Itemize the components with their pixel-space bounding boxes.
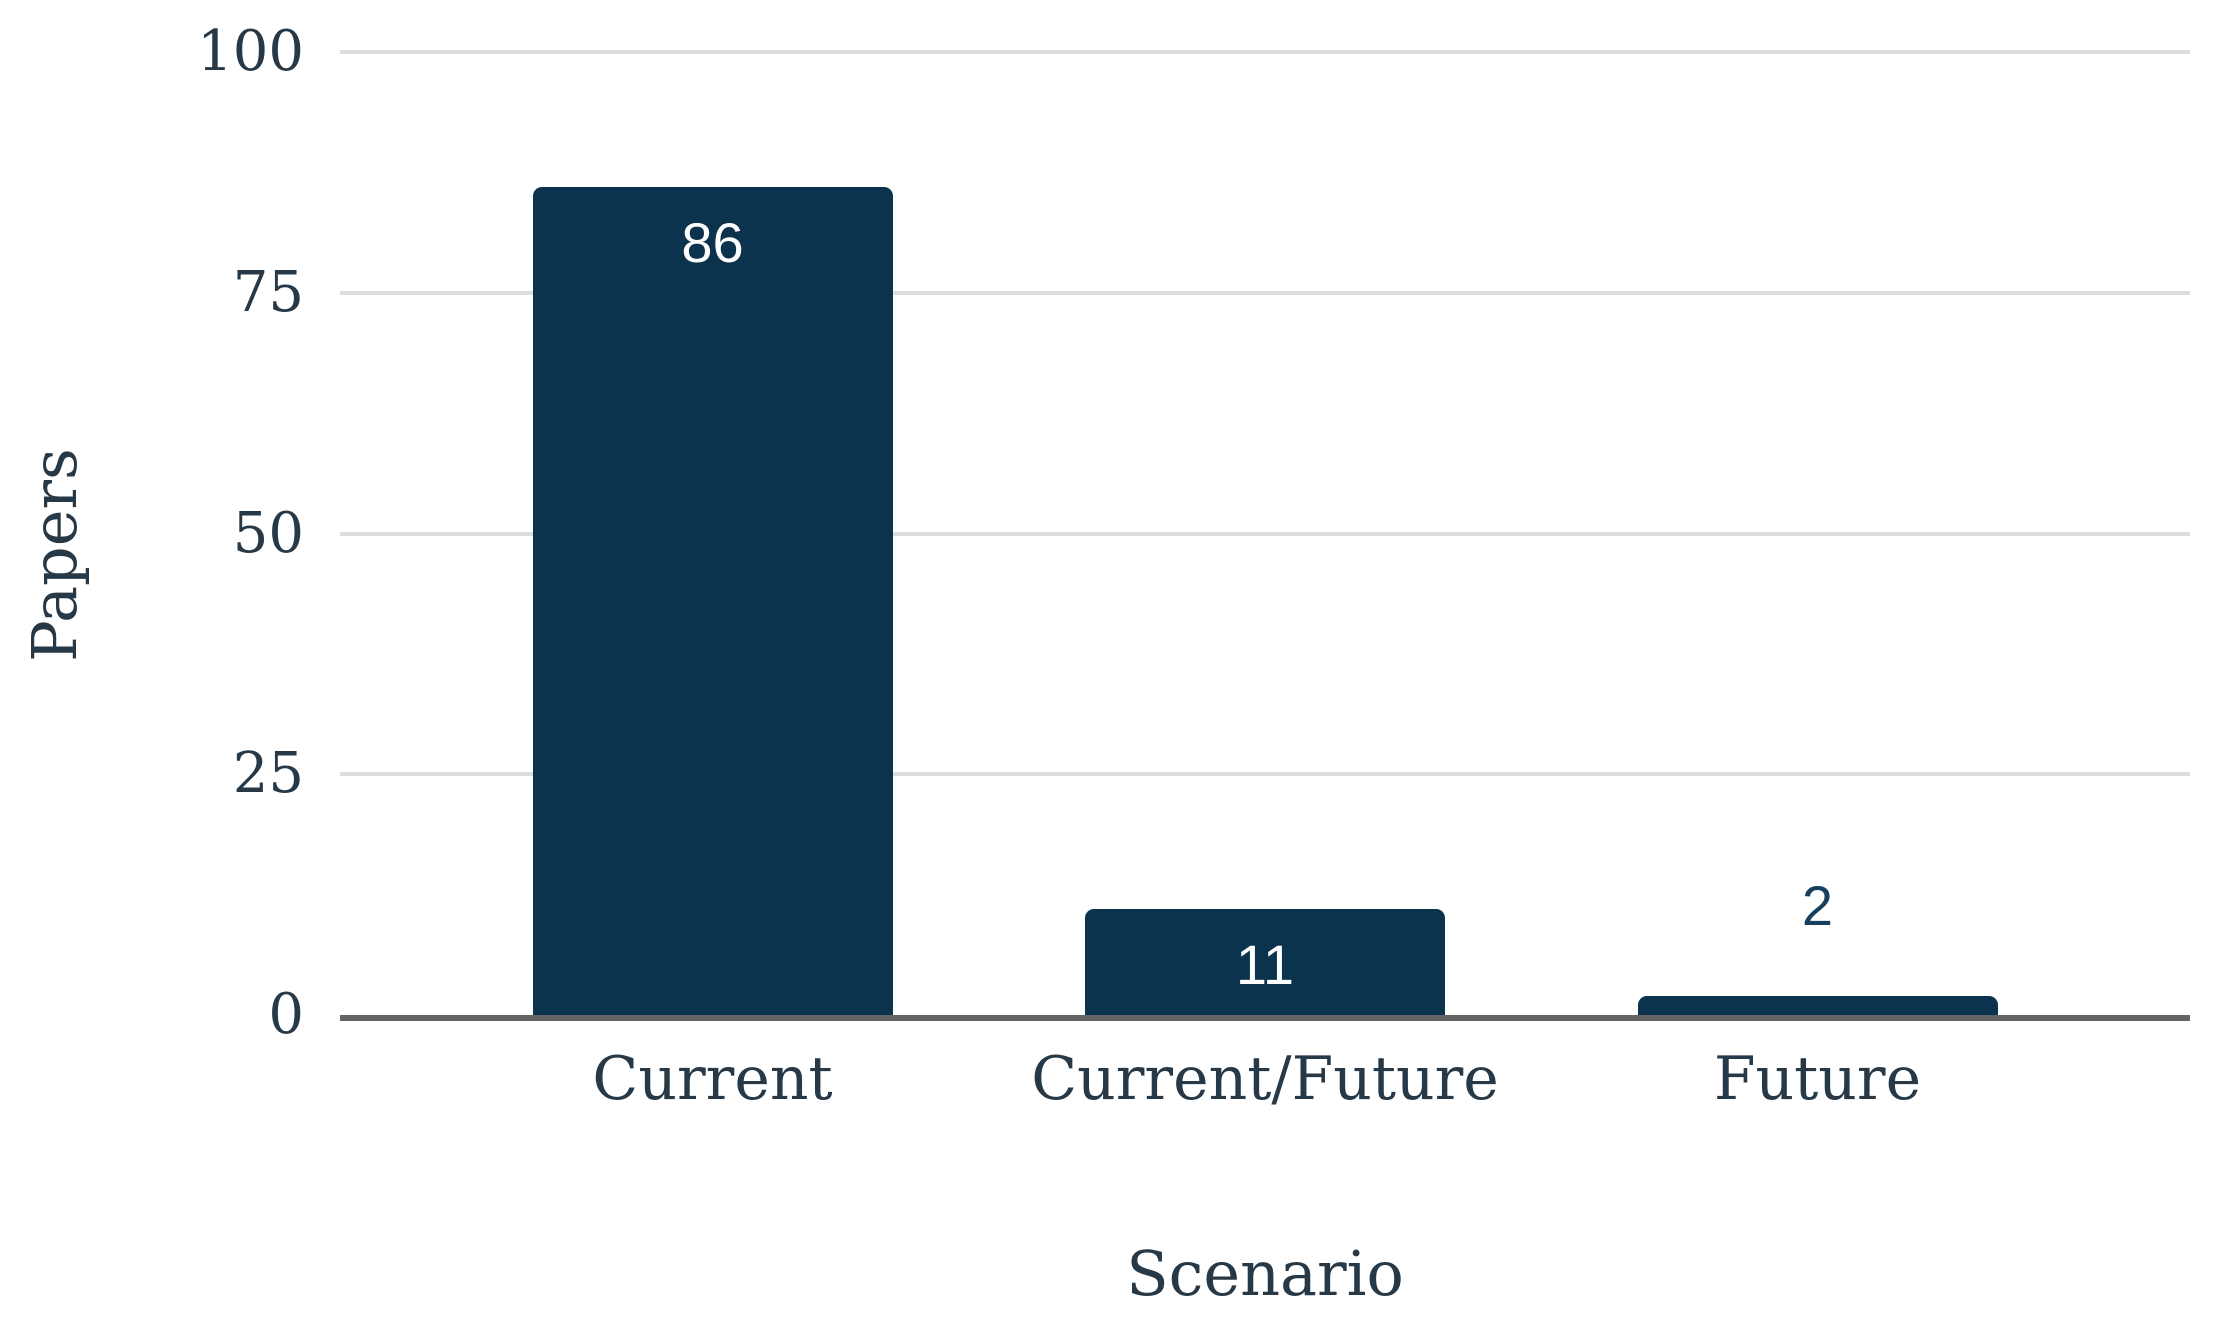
- x-category-label: Future: [1713, 1044, 1922, 1114]
- bar-current-future: 11: [1085, 909, 1445, 1015]
- bars-container: 86 Current 11 Current/Future 2 Future: [340, 52, 2190, 1114]
- x-axis-title: Scenario: [1126, 1237, 1404, 1310]
- x-category-label: Current/Future: [1031, 1044, 1499, 1114]
- y-tick-label: 100: [197, 19, 304, 84]
- plot-area: 86 Current 11 Current/Future 2 Future 0 25 50 75…: [197, 24, 2190, 1114]
- y-tick-label: 50: [232, 500, 304, 566]
- bar-value-label: 86: [681, 210, 744, 274]
- gridline: [340, 772, 2190, 777]
- bar-group-current: 86 Current: [532, 52, 893, 1114]
- y-tick-label: 25: [232, 741, 304, 807]
- gridline: [340, 50, 2190, 54]
- y-tick-label: 75: [232, 259, 304, 325]
- y-axis-title: Papers: [18, 448, 91, 662]
- x-category-label: Current: [592, 1044, 833, 1114]
- bar-value-label: 11: [1235, 933, 1295, 997]
- gridline: [340, 290, 2190, 295]
- bar-group-future: 2 Future: [1637, 52, 1998, 1114]
- bar-current: 86: [532, 186, 893, 1015]
- bar-value-label: 2: [1801, 873, 1834, 937]
- bar-future: 2: [1637, 877, 1998, 1015]
- bar-group-current-future: 11 Current/Future: [1031, 52, 1499, 1114]
- y-tick-label: 0: [268, 982, 304, 1047]
- gridline: [340, 531, 2190, 536]
